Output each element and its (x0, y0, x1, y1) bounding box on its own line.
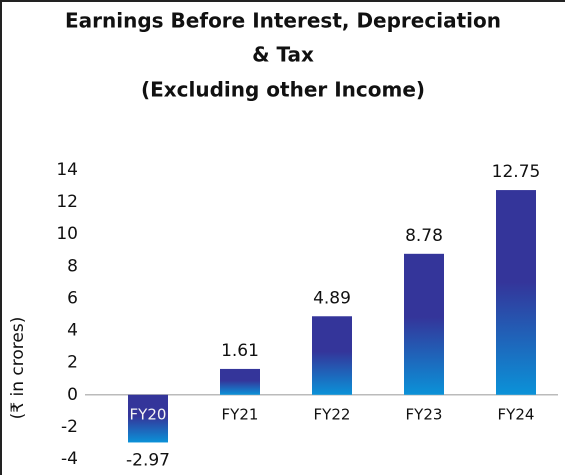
data-label: -2.97 (126, 450, 170, 470)
y-tick-label: -4 (61, 449, 78, 469)
data-label: 4.89 (313, 288, 351, 308)
chart-title: & Tax (252, 43, 314, 67)
bar (220, 368, 260, 395)
x-tick-label: FY21 (222, 405, 259, 423)
bar (404, 253, 444, 395)
y-axis-label: (₹ in crores) (8, 317, 28, 420)
y-tick-label: 6 (67, 288, 78, 308)
bar (128, 394, 168, 443)
y-tick-label: 10 (56, 224, 78, 244)
x-tick-label: FY23 (406, 405, 443, 423)
chart-title: (Excluding other Income) (141, 78, 425, 102)
y-tick-label: 0 (67, 385, 78, 405)
x-tick-label: FY22 (314, 405, 351, 423)
x-tick-label: FY20 (130, 405, 167, 423)
y-tick-label: 12 (56, 192, 78, 212)
y-tick-label: 8 (67, 256, 78, 276)
chart-title: Earnings Before Interest, Depreciation (65, 9, 501, 33)
y-tick-label: -2 (61, 417, 78, 437)
data-label: 12.75 (492, 162, 541, 182)
data-label: 8.78 (405, 226, 443, 246)
y-tick-label: 2 (67, 353, 78, 373)
bar (312, 316, 352, 395)
x-tick-label: FY24 (498, 405, 535, 423)
y-tick-label: 4 (67, 321, 78, 341)
data-label: 1.61 (221, 341, 259, 361)
bar (496, 190, 536, 395)
y-tick-label: 14 (56, 160, 78, 180)
